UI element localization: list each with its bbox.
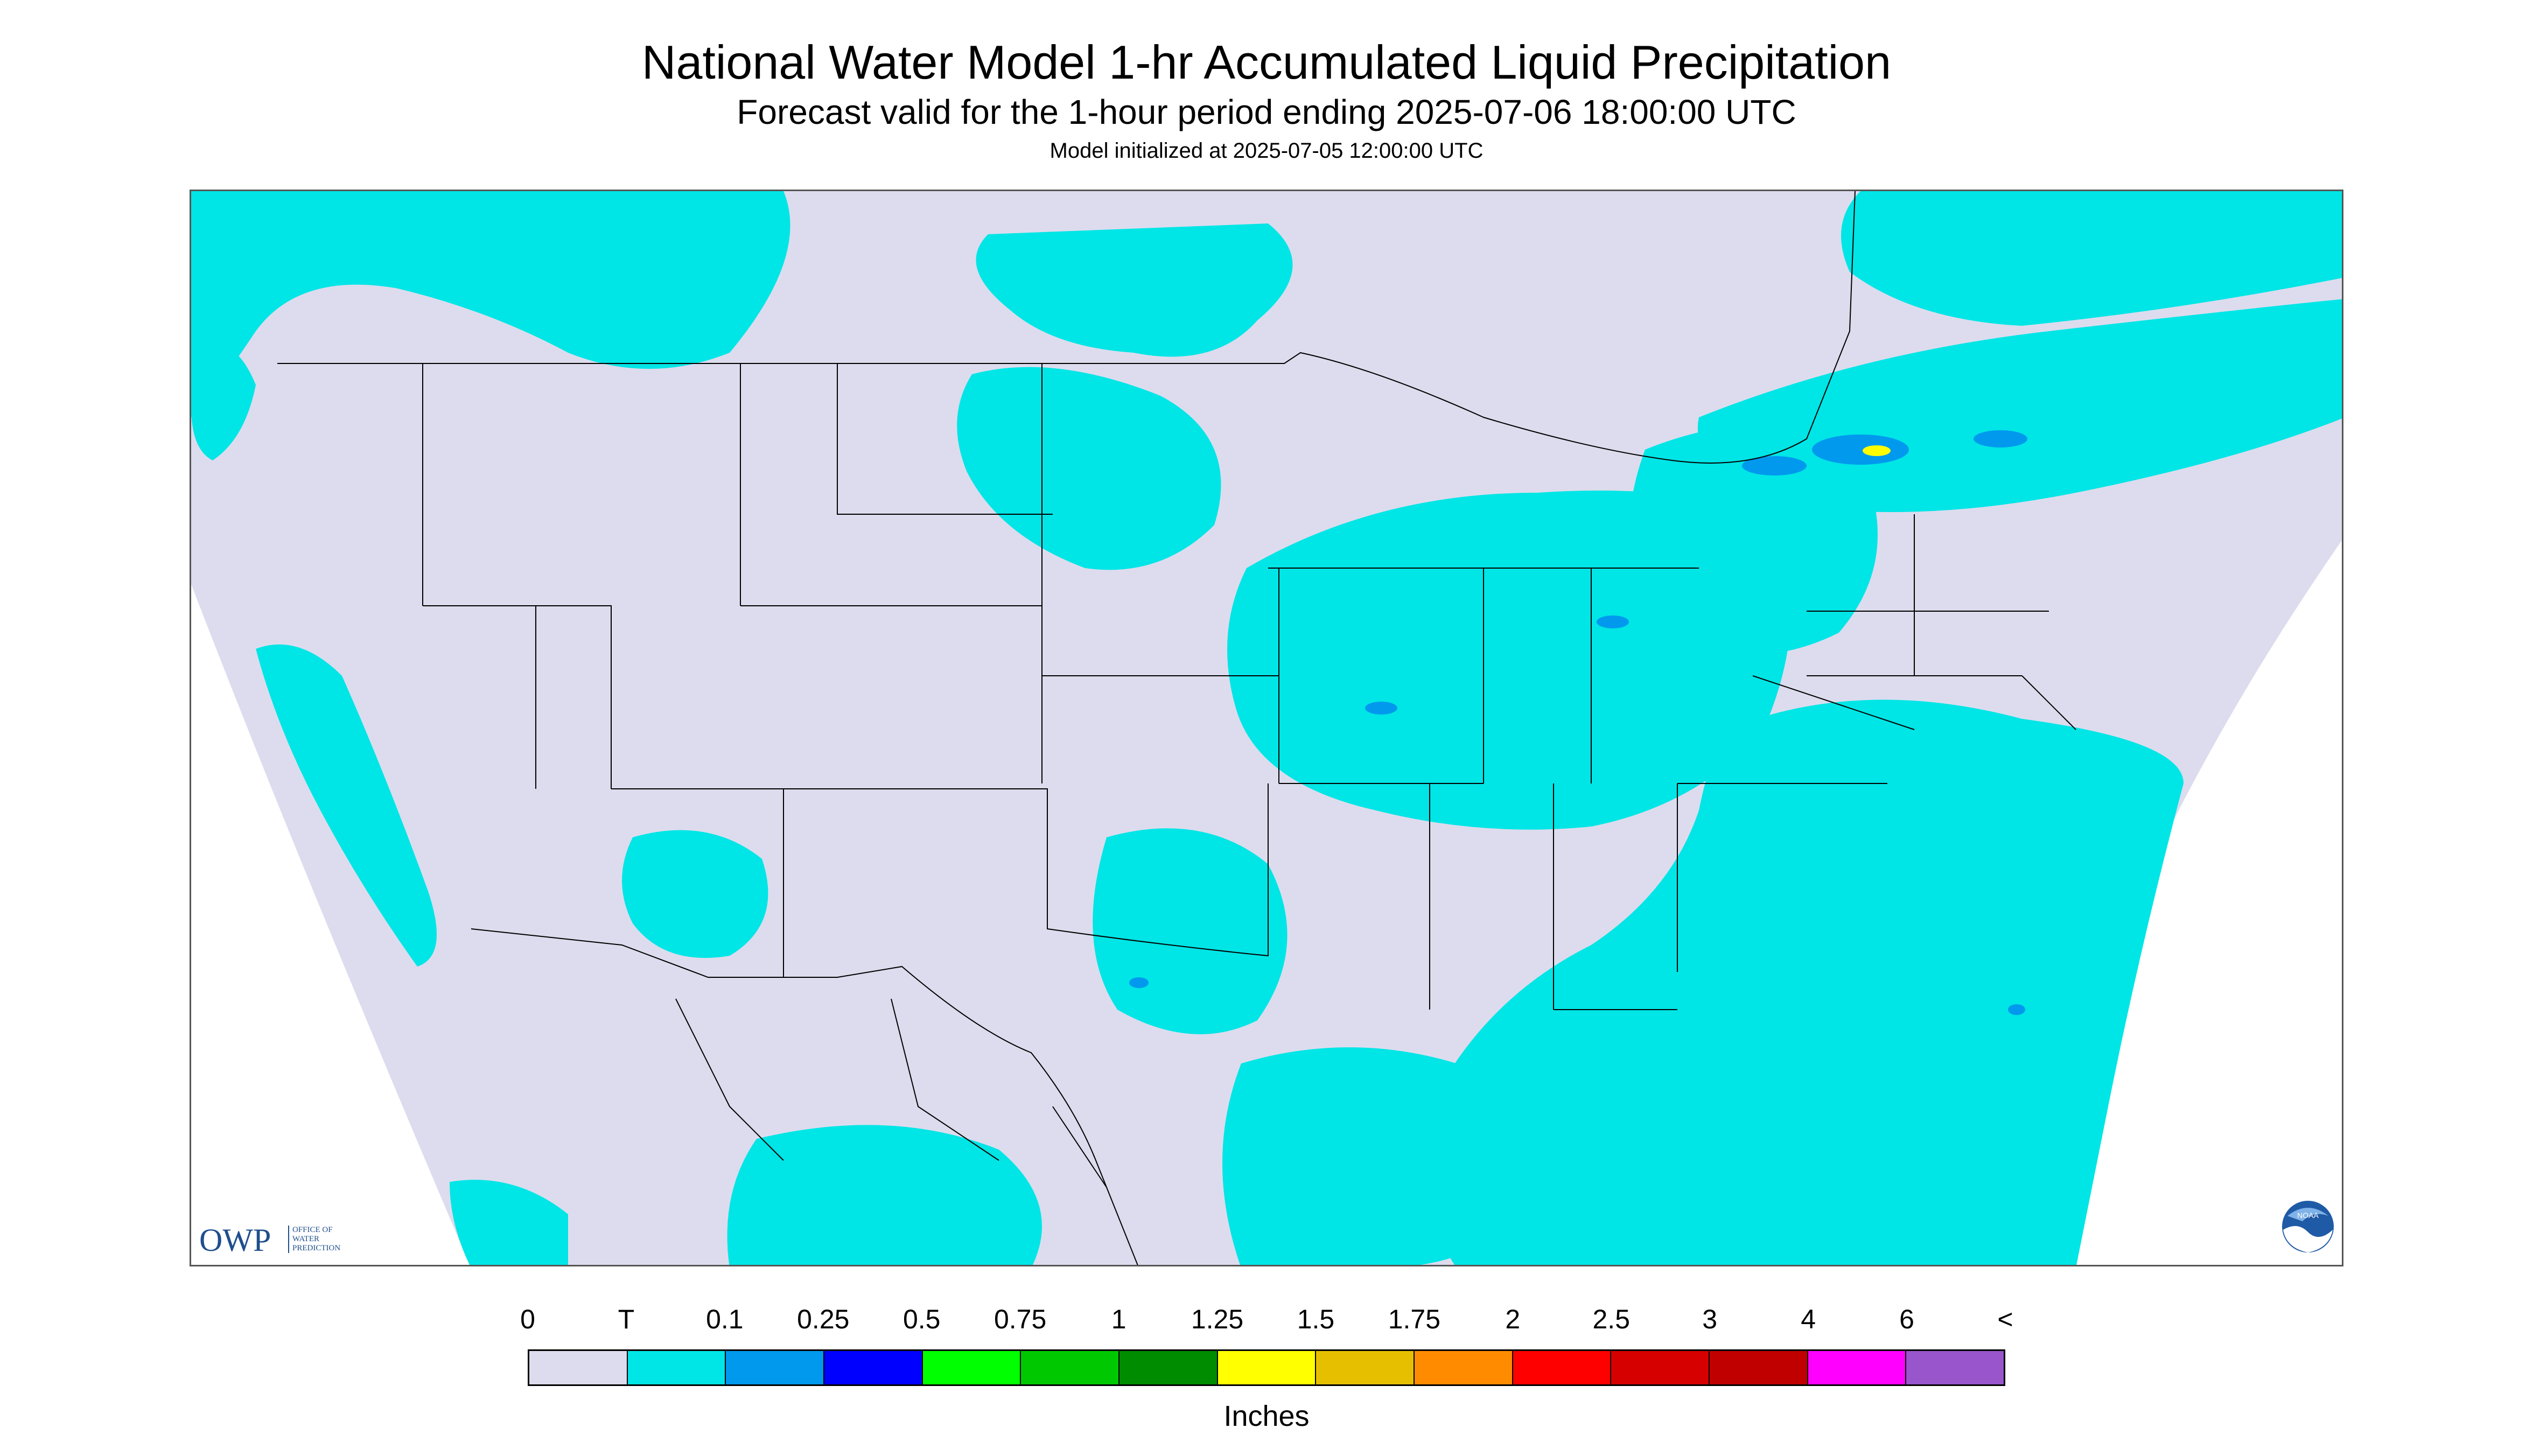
legend-swatch [922, 1351, 1021, 1384]
legend-tick-label: 2 [1505, 1304, 1521, 1334]
map-title: National Water Model 1-hr Accumulated Li… [641, 36, 1892, 89]
map-canvas [191, 191, 2342, 1265]
heavier-precip-cells [1129, 430, 2027, 1015]
legend-tick-label: 0.25 [797, 1304, 850, 1334]
max-precip-cell [1863, 445, 1891, 456]
heavy-cell [2008, 1004, 2025, 1015]
legend-swatch [529, 1351, 628, 1384]
precip-area-arizona [622, 830, 768, 958]
legend-swatch [1119, 1351, 1218, 1384]
heavy-cell [1742, 456, 1807, 475]
owp-logo-subtitle: Office of Water Prediction [288, 1226, 352, 1253]
legend-tick-label: 1.75 [1388, 1304, 1441, 1334]
legend-swatch [1415, 1351, 1513, 1384]
legend-swatch [1808, 1351, 1907, 1384]
state-lines [422, 363, 2076, 1010]
legend-tick-label: 4 [1801, 1304, 1816, 1334]
legend-swatch [1513, 1351, 1612, 1384]
legend-labels: 0 T 0.1 0.25 0.5 0.75 1 1.25 1.5 1.75 2 2.5 3 4 6 < [520, 1303, 2013, 1341]
legend-swatch [824, 1351, 923, 1384]
legend-swatch [1710, 1351, 1808, 1384]
mexico-state-lines [675, 998, 1107, 1188]
heavy-cell [1812, 435, 1909, 465]
precip-area-california-coast [256, 644, 437, 967]
heavy-cell [1597, 615, 1629, 628]
legend-swatch [1217, 1351, 1317, 1384]
model-initialized-note: Model initialized at 2025-07-05 12:00:00… [1049, 139, 1484, 163]
color-legend: 0 T 0.1 0.25 0.5 0.75 1 1.25 1.5 1.75 2 2.5 3 4 6 < Inc… [520, 1303, 2013, 1432]
precip-area-southeast [1421, 699, 2184, 1265]
owp-logo: OWP Office of Water Prediction [199, 1221, 372, 1259]
political-boundaries [277, 191, 2076, 1265]
owp-logo-text: OWP [199, 1222, 271, 1258]
precip-area-northern-plains [976, 223, 1293, 357]
legend-swatch [1906, 1351, 2004, 1384]
noaa-logo-icon: NOAA [2282, 1201, 2334, 1252]
legend-tick-label: 1 [1111, 1304, 1126, 1334]
legend-tick-label: 1.5 [1297, 1304, 1335, 1334]
us-mexico-border [471, 928, 1138, 1265]
legend-swatch [1021, 1351, 1120, 1384]
svg-text:NOAA: NOAA [2297, 1211, 2319, 1220]
legend-tick-label: 0.5 [902, 1304, 941, 1334]
legend-tick-label: 3 [1702, 1304, 1718, 1334]
precipitation-map [190, 190, 2343, 1266]
precip-area-texas [1093, 828, 1288, 1034]
legend-tick-label: < [1997, 1304, 2013, 1334]
precip-area-canada-west [191, 191, 790, 417]
precip-area-south-texas [1222, 1047, 1528, 1265]
forecast-valid-subtitle: Forecast valid for the 1-hour period end… [737, 93, 1796, 131]
legend-tick-label: 0.1 [706, 1304, 744, 1334]
us-canada-border [277, 191, 1856, 464]
legend-unit-label: Inches [1223, 1400, 1310, 1432]
precip-area-pacific-northwest [191, 340, 256, 460]
legend-swatch [1611, 1351, 1710, 1384]
legend-swatch [726, 1351, 825, 1384]
precip-area-mexico-pacific [450, 1180, 568, 1265]
legend-swatch [1316, 1351, 1415, 1384]
heavy-cell [1365, 702, 1397, 715]
heavy-cell [1129, 977, 1149, 988]
legend-tick-label: 1.25 [1191, 1304, 1244, 1334]
legend-tick-label: T [618, 1304, 635, 1334]
legend-tick-label: 6 [1899, 1304, 1914, 1334]
legend-tick-label: 0 [520, 1304, 535, 1334]
legend-swatch [627, 1351, 726, 1384]
precip-area-east-canada [1841, 191, 2342, 326]
legend-tick-label: 2.5 [1592, 1304, 1631, 1334]
legend-tick-label: 0.75 [993, 1304, 1047, 1334]
heavy-cell [1974, 430, 2027, 447]
legend-color-bar [528, 1349, 2005, 1386]
precip-area-mexico [727, 1125, 1042, 1265]
precip-area-dakotas [957, 367, 1221, 570]
